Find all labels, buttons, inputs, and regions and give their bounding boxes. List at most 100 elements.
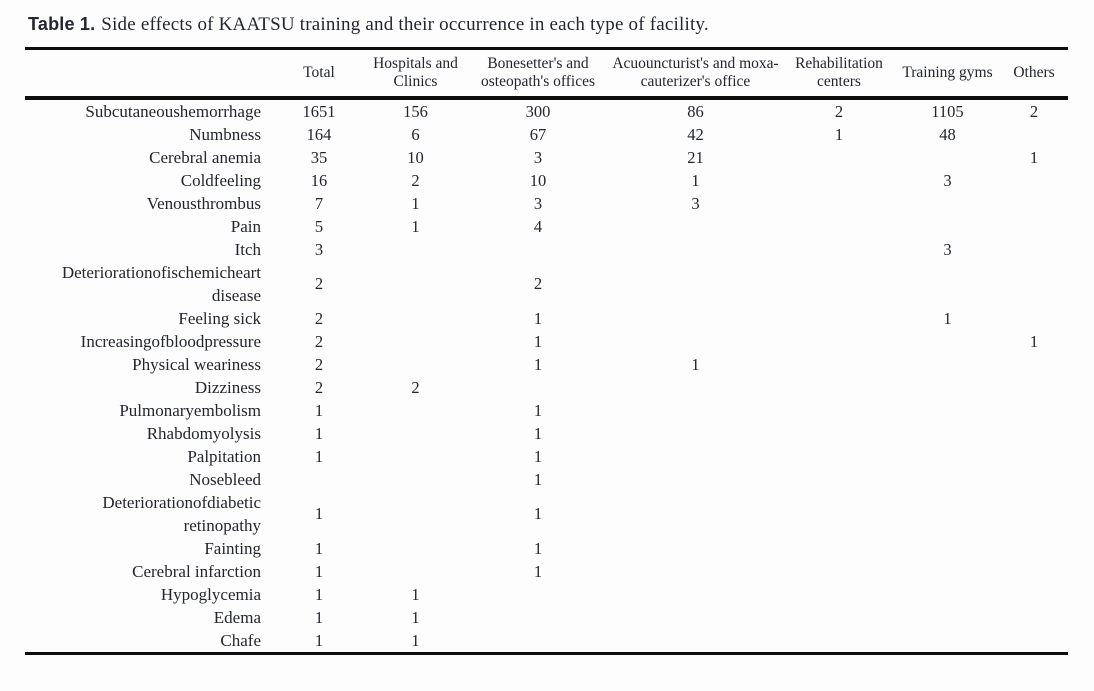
value-cell: 1 [314, 538, 324, 558]
value-cell [468, 629, 608, 654]
table-row: Feeling sick 2 1 1 [25, 307, 1068, 330]
table-row: Itch 3 3 [25, 238, 1068, 261]
value-cell [363, 261, 468, 307]
column-header: Total [303, 63, 335, 81]
value-cell: 5 [314, 216, 324, 236]
value-cell: 2 [314, 377, 324, 397]
value-cell [1000, 376, 1068, 399]
value-cell [1000, 422, 1068, 445]
value-cell [895, 560, 1000, 583]
row-label: Coldfeeling [180, 170, 261, 190]
value-cell: 1 [533, 354, 543, 374]
value-cell: 1 [314, 561, 324, 581]
value-cell: 1 [314, 504, 324, 524]
value-cell: 164 [306, 124, 332, 144]
value-cell: 3 [691, 193, 700, 213]
value-cell: 1 [314, 607, 324, 627]
value-cell: 6 [411, 124, 420, 144]
value-cell [1000, 399, 1068, 422]
value-cell: 1 [533, 308, 543, 328]
row-label: Hypoglycemia [160, 584, 261, 604]
value-cell [895, 192, 1000, 215]
value-cell [608, 238, 783, 261]
value-cell [783, 169, 895, 192]
value-cell [468, 238, 608, 261]
value-cell [468, 376, 608, 399]
value-cell: 1 [533, 400, 543, 420]
value-cell [783, 146, 895, 169]
value-cell [783, 445, 895, 468]
value-cell: 1 [533, 423, 543, 443]
table-row: Edema 1 1 [25, 606, 1068, 629]
column-header: Others [1013, 63, 1055, 81]
value-cell: 1 [533, 538, 543, 558]
value-cell [783, 353, 895, 376]
value-cell: 10 [407, 147, 424, 167]
value-cell [1000, 353, 1068, 376]
table-row: Palpitation 1 1 [25, 445, 1068, 468]
value-cell: 1 [834, 124, 844, 144]
value-cell: 1 [943, 308, 952, 328]
value-cell [783, 330, 895, 353]
value-cell [783, 307, 895, 330]
value-cell: 2 [314, 308, 324, 328]
side-effects-table: Total Hospitals and Clinics Bonesetter's a… [25, 47, 1068, 655]
value-cell [783, 192, 895, 215]
value-cell [363, 560, 468, 583]
value-cell [608, 537, 783, 560]
column-header: Bonesetter's and osteopath's offices [481, 55, 595, 90]
value-cell [363, 445, 468, 468]
value-cell: 7 [314, 193, 324, 213]
value-cell: 3 [533, 147, 543, 167]
value-cell [1000, 238, 1068, 261]
value-cell [895, 330, 1000, 353]
value-cell: 1 [533, 469, 543, 489]
value-cell [468, 583, 608, 606]
value-cell: 1 [691, 170, 700, 190]
table-row: Deteriorationofdiabetic retinopathy 1 1 [25, 491, 1068, 537]
table-head: Total Hospitals and Clinics Bonesetter's a… [25, 49, 1068, 98]
column-header: Rehabilitation centers [795, 55, 883, 90]
value-cell: 1 [314, 423, 324, 443]
table-caption: Table 1. Side effects of KAATSU training … [28, 14, 1094, 36]
table-row: Cerebral infarction 1 1 [25, 560, 1068, 583]
value-cell: 1 [314, 446, 324, 466]
value-cell [783, 629, 895, 654]
value-cell [1000, 123, 1068, 146]
value-cell [363, 330, 468, 353]
row-label: Palpitation [187, 446, 261, 466]
value-cell: 3 [943, 239, 952, 259]
value-cell: 1 [691, 354, 700, 374]
value-cell [895, 583, 1000, 606]
row-label: Deteriorationofdiabetic retinopathy [102, 492, 261, 535]
value-cell [363, 537, 468, 560]
table-row: Pulmonaryembolism 1 1 [25, 399, 1068, 422]
value-cell [783, 537, 895, 560]
value-cell [363, 468, 468, 491]
value-cell: 2 [314, 274, 324, 294]
value-cell: 3 [314, 239, 324, 259]
value-cell: 1 [314, 400, 324, 420]
value-cell: 3 [533, 193, 543, 213]
row-label: Deteriorationofischemicheart disease [61, 262, 261, 305]
value-cell: 1 [1029, 331, 1039, 351]
value-cell: 10 [529, 170, 547, 190]
value-cell [608, 606, 783, 629]
value-cell [895, 537, 1000, 560]
value-cell: 1 [411, 607, 420, 627]
row-label: Venousthrombus [146, 193, 261, 213]
value-cell [1000, 215, 1068, 238]
value-cell [363, 238, 468, 261]
value-cell [895, 445, 1000, 468]
corner-header [25, 49, 275, 98]
table-row: Rhabdomyolysis 1 1 [25, 422, 1068, 445]
value-cell: 1 [533, 504, 543, 524]
row-label: Numbness [189, 124, 261, 144]
value-cell [783, 560, 895, 583]
table-caption-label: Table 1. [28, 14, 96, 34]
value-cell [608, 422, 783, 445]
value-cell: 67 [529, 124, 547, 144]
column-header: Acuouncturist's and moxa-cauterizer's of… [612, 55, 779, 90]
value-cell [1000, 606, 1068, 629]
value-cell: 1 [314, 630, 324, 650]
